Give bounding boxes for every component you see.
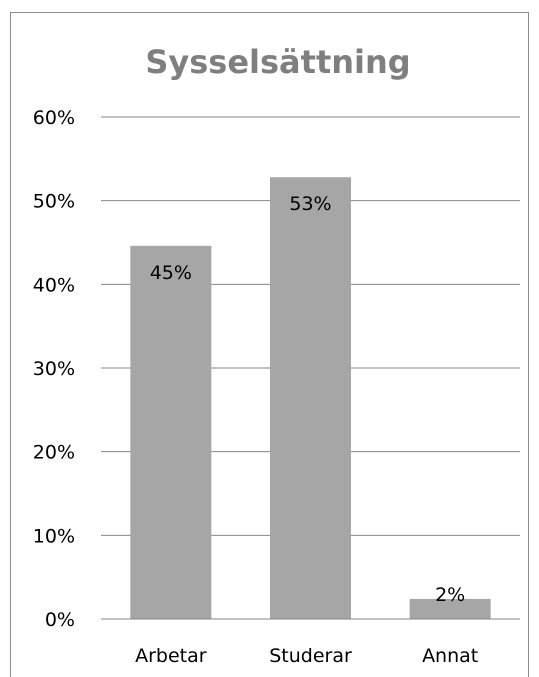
bar-annat [409,598,491,619]
data-label: 45% [150,262,192,284]
bar-arbetar [130,245,212,619]
y-tick-label: 50% [33,191,75,213]
y-tick-label: 0% [45,609,75,631]
y-axis-tick-labels: 0% 10% 20% 30% 40% 50% 60% [33,107,75,631]
y-tick-label: 10% [33,525,75,547]
x-axis-category-labels: Arbetar Studerar Annat [135,645,478,667]
data-labels: 45% 53% 2% [150,193,466,606]
category-label: Annat [422,645,478,667]
chart-frame [10,12,529,677]
bar-studerar [269,177,352,620]
data-label: 2% [435,584,465,606]
bars [130,177,491,620]
data-label: 53% [289,193,331,215]
y-tick-label: 60% [33,107,75,129]
y-tick-label: 40% [33,274,75,296]
chart-title: Sysselsättning [145,43,410,81]
y-tick-label: 30% [33,358,75,380]
y-tick-label: 20% [33,442,75,464]
category-label: Studerar [269,645,352,667]
category-label: Arbetar [135,645,207,667]
